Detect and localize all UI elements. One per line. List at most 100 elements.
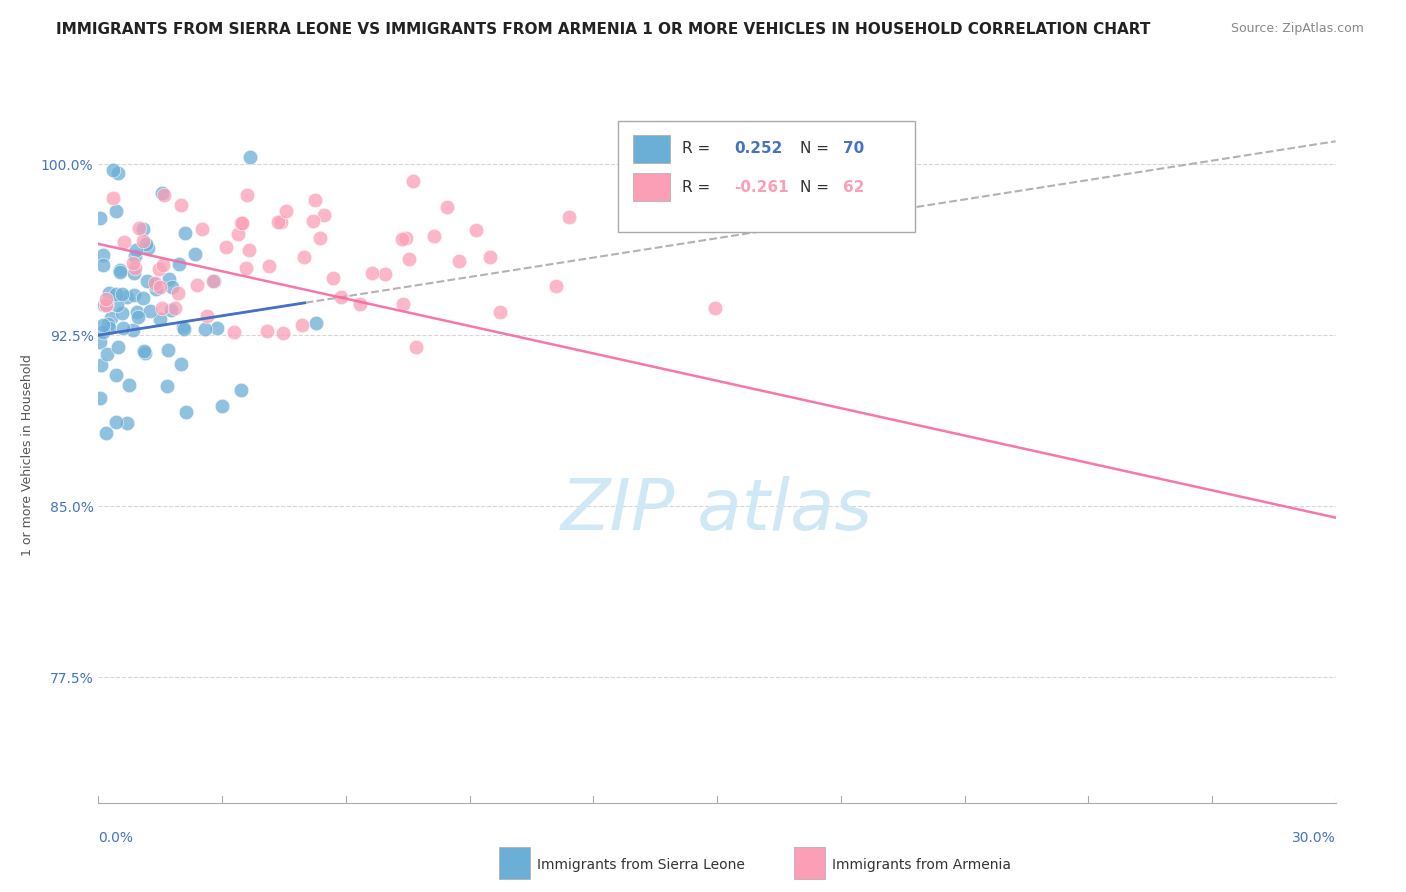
Point bbox=[93, 298, 115, 312]
Point bbox=[152, 258, 174, 272]
Point bbox=[349, 296, 371, 310]
Point bbox=[292, 250, 315, 264]
Point bbox=[134, 346, 156, 360]
Point bbox=[423, 228, 446, 243]
Point bbox=[267, 214, 290, 228]
Point bbox=[273, 326, 295, 341]
Point bbox=[121, 323, 143, 337]
Point bbox=[117, 377, 139, 392]
Point bbox=[191, 221, 214, 235]
Point bbox=[96, 293, 118, 307]
Point bbox=[546, 278, 568, 293]
Point bbox=[145, 282, 167, 296]
Point bbox=[101, 191, 124, 205]
Point bbox=[226, 227, 249, 241]
Point bbox=[211, 399, 233, 413]
Text: 0.252: 0.252 bbox=[734, 141, 783, 156]
Text: Immigrants from Armenia: Immigrants from Armenia bbox=[832, 858, 1011, 872]
Point bbox=[104, 204, 127, 219]
Point bbox=[215, 240, 238, 254]
Point bbox=[110, 265, 132, 279]
Point bbox=[96, 296, 118, 310]
Point bbox=[98, 321, 121, 335]
Point bbox=[222, 325, 245, 339]
Text: N =: N = bbox=[800, 141, 830, 156]
Point bbox=[173, 322, 195, 336]
Point bbox=[94, 426, 117, 441]
Point bbox=[94, 298, 117, 312]
Point bbox=[132, 234, 155, 248]
Point bbox=[122, 288, 145, 302]
Text: 62: 62 bbox=[844, 179, 865, 194]
Point bbox=[89, 335, 111, 350]
Point bbox=[270, 215, 292, 229]
Point bbox=[391, 297, 413, 311]
Point bbox=[112, 235, 135, 249]
Point bbox=[125, 244, 148, 258]
Point bbox=[166, 285, 188, 300]
Point bbox=[149, 280, 172, 294]
Point bbox=[156, 343, 179, 358]
Point bbox=[156, 379, 179, 393]
Point bbox=[479, 250, 502, 264]
Point bbox=[291, 318, 314, 333]
Text: R =: R = bbox=[682, 179, 716, 194]
Point bbox=[170, 357, 193, 371]
Point bbox=[136, 241, 159, 255]
Point bbox=[183, 247, 205, 261]
Point bbox=[194, 321, 217, 335]
Point bbox=[170, 198, 193, 212]
Point bbox=[90, 358, 112, 372]
Point bbox=[153, 188, 176, 202]
Point bbox=[115, 417, 138, 431]
Text: 70: 70 bbox=[844, 141, 865, 156]
Point bbox=[160, 302, 183, 317]
Point bbox=[94, 298, 117, 312]
Point bbox=[91, 318, 114, 332]
FancyBboxPatch shape bbox=[633, 173, 671, 201]
Y-axis label: 1 or more Vehicles in Household: 1 or more Vehicles in Household bbox=[21, 354, 34, 556]
Point bbox=[136, 274, 159, 288]
Point bbox=[464, 223, 486, 237]
Point bbox=[305, 317, 328, 331]
Point bbox=[111, 287, 134, 301]
Text: Source: ZipAtlas.com: Source: ZipAtlas.com bbox=[1230, 22, 1364, 36]
Point bbox=[122, 267, 145, 281]
Point bbox=[107, 166, 129, 180]
Point bbox=[89, 211, 111, 225]
Point bbox=[398, 252, 420, 267]
Point bbox=[257, 259, 280, 273]
Point bbox=[302, 214, 325, 228]
Text: 30.0%: 30.0% bbox=[1292, 830, 1336, 845]
Point bbox=[132, 222, 155, 236]
Point bbox=[256, 324, 278, 338]
Point bbox=[131, 292, 153, 306]
Text: -0.261: -0.261 bbox=[734, 179, 789, 194]
Point bbox=[489, 305, 512, 319]
Point bbox=[231, 384, 253, 398]
Point bbox=[169, 257, 191, 271]
Point bbox=[96, 346, 118, 360]
Text: Immigrants from Sierra Leone: Immigrants from Sierra Leone bbox=[537, 858, 745, 872]
Point bbox=[174, 405, 197, 419]
Point bbox=[238, 243, 260, 257]
FancyBboxPatch shape bbox=[619, 121, 915, 232]
Point bbox=[128, 221, 150, 235]
Point bbox=[229, 216, 252, 230]
Point bbox=[104, 286, 127, 301]
Point bbox=[150, 186, 173, 200]
Text: IMMIGRANTS FROM SIERRA LEONE VS IMMIGRANTS FROM ARMENIA 1 OR MORE VEHICLES IN HO: IMMIGRANTS FROM SIERRA LEONE VS IMMIGRAN… bbox=[56, 22, 1150, 37]
Point bbox=[160, 280, 183, 294]
Point bbox=[436, 200, 458, 214]
Point bbox=[89, 391, 111, 405]
Point bbox=[127, 310, 149, 324]
Point bbox=[391, 232, 413, 246]
Point bbox=[122, 255, 145, 269]
Text: R =: R = bbox=[682, 141, 716, 156]
Point bbox=[304, 193, 326, 207]
Point bbox=[105, 415, 128, 429]
Point bbox=[402, 173, 425, 187]
Point bbox=[105, 368, 128, 382]
Point bbox=[312, 208, 335, 222]
Point bbox=[91, 258, 114, 272]
